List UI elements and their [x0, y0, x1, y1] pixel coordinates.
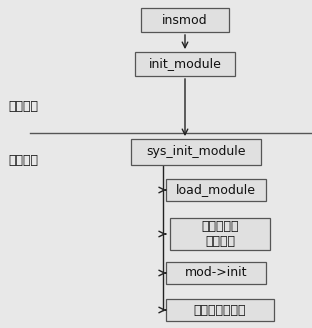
- Text: insmod: insmod: [162, 13, 208, 27]
- Bar: [141, 8, 229, 32]
- Bar: [166, 179, 266, 201]
- Bar: [131, 139, 261, 165]
- Text: 用户空间: 用户空间: [8, 99, 38, 113]
- Bar: [166, 262, 266, 284]
- Bar: [135, 52, 235, 76]
- Text: 将模块插入
内核链表: 将模块插入 内核链表: [201, 220, 239, 248]
- Text: 释放初始化数据: 释放初始化数据: [194, 303, 246, 317]
- Text: sys_init_module: sys_init_module: [146, 146, 246, 158]
- Text: init_module: init_module: [149, 57, 222, 71]
- Text: mod->init: mod->init: [185, 266, 247, 279]
- Bar: [166, 299, 274, 321]
- Bar: [170, 218, 270, 250]
- Text: load_module: load_module: [176, 183, 256, 196]
- Text: 内核空间: 内核空间: [8, 154, 38, 167]
